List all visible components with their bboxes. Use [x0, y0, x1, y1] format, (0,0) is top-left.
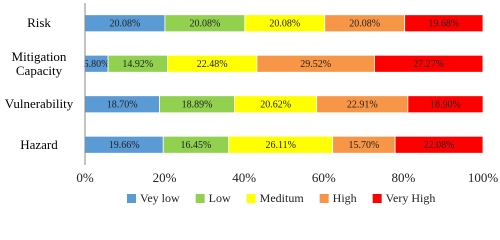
x-tick-label: 0% — [76, 170, 94, 185]
chart: 20.08% 20.08% 20.08% 20.08% 19.68% 5.80% 14.92… — [4, 3, 499, 205]
value-label: 18.90% — [430, 100, 461, 111]
value-label: 5.80% — [84, 59, 110, 70]
legend-swatch — [246, 194, 256, 203]
bar-segment — [374, 54, 484, 73]
category-label: Vulnerability — [4, 96, 74, 112]
value-label: 20.08% — [269, 19, 300, 30]
bar-segment — [394, 135, 484, 154]
value-label: 15.70% — [348, 140, 379, 151]
chart-svg: 20.08% 20.08% 20.08% 20.08% 19.68% 5.80% 14.92… — [76, 3, 499, 205]
legend-label: High — [333, 191, 357, 205]
x-tick-label: 20% — [153, 170, 177, 185]
value-label: 22.48% — [197, 59, 228, 70]
value-label: 20.08% — [189, 19, 220, 30]
x-tick-label: 80% — [391, 170, 415, 185]
value-label: 20.08% — [110, 19, 141, 30]
value-label: 19.68% — [428, 19, 459, 30]
value-label: 29.52% — [300, 59, 331, 70]
legend-swatch — [127, 194, 136, 203]
legend-label: Vey low — [140, 191, 180, 205]
x-tick-label: 100% — [468, 170, 499, 185]
legend-label: Meditum — [260, 191, 305, 205]
legend-swatch — [319, 194, 329, 203]
value-label: 20.62% — [260, 100, 291, 111]
value-label: 16.45% — [181, 140, 212, 151]
category-label: Risk — [27, 15, 51, 31]
value-label: 27.27% — [413, 59, 444, 70]
category-label: Mitigation Capacity — [11, 48, 67, 78]
legend-label: Very High — [386, 191, 436, 205]
bar-segment — [407, 95, 484, 114]
value-label: 26.11% — [265, 140, 295, 151]
value-label: 14.92% — [122, 59, 153, 70]
value-label: 22.91% — [347, 100, 378, 111]
category-label: Hazard — [20, 136, 58, 152]
x-tick-label: 60% — [312, 170, 336, 185]
legend-swatch — [372, 194, 382, 203]
value-label: 20.08% — [349, 19, 380, 30]
legend-swatch — [195, 194, 205, 203]
x-tick-label: 40% — [232, 170, 256, 185]
value-label: 18.89% — [182, 100, 213, 111]
value-label: 18.70% — [107, 100, 138, 111]
legend-label: Low — [209, 191, 231, 205]
value-label: 19.66% — [109, 140, 140, 151]
value-label: 22.08% — [424, 140, 455, 151]
bar-segment — [404, 14, 484, 33]
